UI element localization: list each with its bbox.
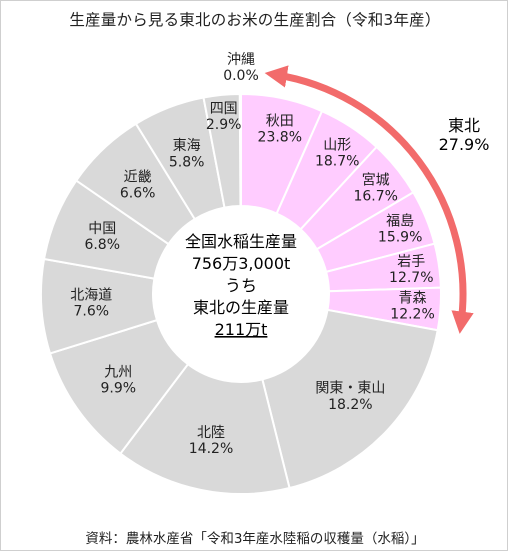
slice-label-近畿: 近畿 6.6% (120, 169, 156, 201)
source-note: 資料：農林水産省「令和3年産水陸稲の収穫量（水稲）」 (85, 531, 425, 547)
tohoku-callout-label: 東北 (448, 116, 480, 135)
slice-label-関東-東山: 関東・東山 18.2% (315, 381, 385, 413)
center-line-1: 全国水稲生産量 (185, 232, 297, 251)
center-line-5: 211万t (215, 320, 268, 339)
center-line-4: 東北の生産量 (193, 298, 289, 317)
slice-label-九州: 九州 9.9% (100, 364, 136, 396)
chart-title: 生産量から見る東北のお米の生産割合（令和3年産） (69, 11, 441, 29)
slice-label-沖縄: 沖縄 0.0% (223, 52, 259, 84)
slice-label-北海道: 北海道 7.6% (70, 287, 112, 319)
slice-label-北陸: 北陸 14.2% (189, 425, 233, 457)
tohoku-callout-value: 27.9% (439, 135, 490, 154)
center-line-2: 756万3,000t (192, 254, 291, 273)
tohoku-arrow (264, 65, 474, 334)
slice-label-中国: 中国 6.8% (84, 221, 120, 253)
center-line-3: うち (225, 276, 257, 295)
slice-label-東海: 東海 5.8% (169, 138, 205, 170)
slice-label-四国: 四国 2.9% (206, 101, 242, 133)
